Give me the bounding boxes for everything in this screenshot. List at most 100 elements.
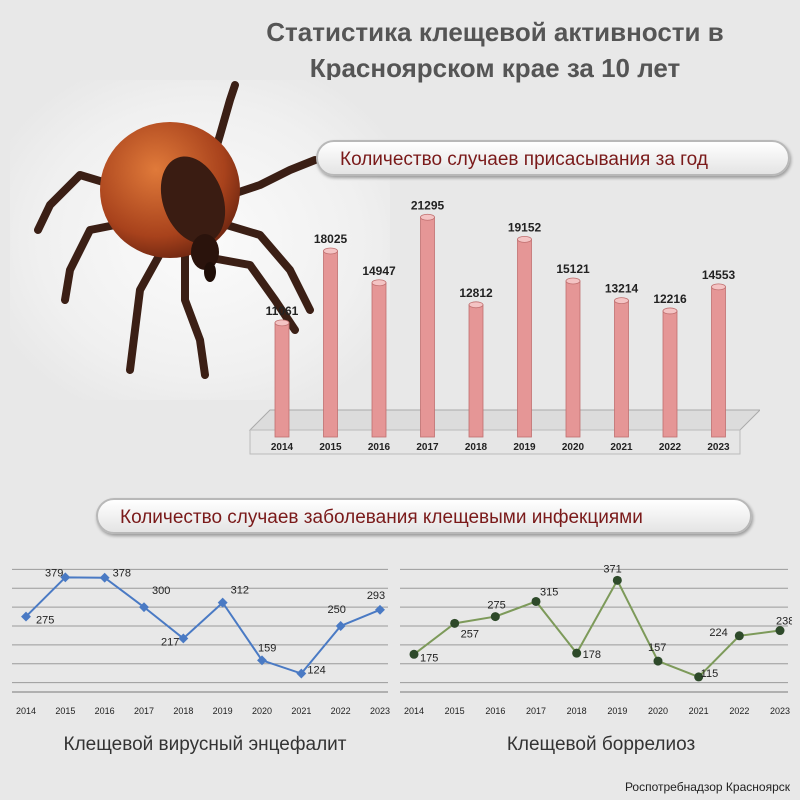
year-label: 2023 bbox=[770, 706, 790, 716]
bar-top-2019 bbox=[517, 235, 532, 243]
bar-year-label: 2015 bbox=[319, 442, 342, 453]
bar-year-label: 2020 bbox=[562, 442, 585, 453]
data-label: 378 bbox=[113, 568, 131, 580]
bar-top-2022 bbox=[662, 307, 678, 315]
bar-top-2017 bbox=[420, 213, 435, 221]
bar-year-label: 2022 bbox=[659, 442, 682, 453]
bar-2020 bbox=[565, 280, 581, 438]
year-label: 2017 bbox=[526, 706, 546, 716]
data-label: 275 bbox=[36, 615, 54, 627]
data-label: 178 bbox=[583, 649, 601, 661]
bar-2016 bbox=[371, 282, 387, 438]
data-label: 315 bbox=[540, 586, 558, 598]
bar-value-label: 19152 bbox=[508, 220, 542, 234]
borreliosis-chart-title: Клещевой боррелиоз bbox=[506, 734, 696, 755]
data-point bbox=[257, 655, 267, 666]
bar-2014 bbox=[274, 322, 290, 438]
bar-2022 bbox=[662, 310, 678, 438]
data-point bbox=[653, 656, 663, 666]
data-label: 250 bbox=[327, 604, 345, 616]
data-label: 115 bbox=[701, 668, 719, 680]
year-label: 2019 bbox=[607, 706, 627, 716]
data-point bbox=[612, 575, 622, 585]
data-point bbox=[450, 618, 460, 628]
year-label: 2020 bbox=[648, 706, 668, 716]
year-label: 2022 bbox=[331, 706, 351, 716]
bar-2019 bbox=[517, 238, 532, 438]
bar-value-label: 11061 bbox=[266, 304, 299, 318]
data-label: 238 bbox=[776, 616, 792, 628]
year-label: 2018 bbox=[173, 706, 193, 716]
bar-2015 bbox=[323, 250, 338, 438]
bar-year-label: 2014 bbox=[271, 442, 294, 453]
bar-top-2014 bbox=[274, 319, 290, 327]
data-point bbox=[734, 631, 744, 641]
data-label: 371 bbox=[603, 563, 621, 575]
bar-year-label: 2018 bbox=[465, 442, 488, 453]
bar-top-2016 bbox=[371, 279, 387, 287]
data-label: 379 bbox=[45, 567, 63, 579]
data-point bbox=[490, 612, 500, 622]
year-label: 2018 bbox=[567, 706, 587, 716]
year-label: 2022 bbox=[729, 706, 749, 716]
year-label: 2014 bbox=[16, 706, 36, 716]
bar-value-label: 18025 bbox=[314, 232, 348, 246]
series-line bbox=[25, 576, 381, 675]
data-point bbox=[775, 626, 785, 636]
bar-year-label: 2019 bbox=[513, 442, 536, 453]
data-label: 312 bbox=[231, 585, 249, 597]
bar-top-2015 bbox=[323, 247, 338, 255]
data-label: 175 bbox=[420, 652, 438, 664]
bar-2018 bbox=[468, 304, 484, 438]
data-label: 159 bbox=[258, 642, 276, 654]
bar-value-label: 21295 bbox=[411, 198, 445, 212]
bar-year-label: 2021 bbox=[610, 442, 633, 453]
data-label: 300 bbox=[152, 585, 170, 597]
year-label: 2020 bbox=[252, 706, 272, 716]
bar-2023 bbox=[711, 286, 726, 438]
bar-value-label: 15121 bbox=[556, 262, 590, 276]
data-point bbox=[335, 621, 346, 631]
year-label: 2021 bbox=[689, 706, 709, 716]
series-line bbox=[413, 578, 781, 679]
bar-value-label: 12812 bbox=[459, 286, 493, 300]
data-point bbox=[572, 648, 582, 658]
encephalitis-line-chart: 275 2014 379 2015 378 2016 300 2017 217 2018 312 20… bbox=[12, 567, 390, 716]
year-label: 2015 bbox=[445, 706, 465, 716]
data-point bbox=[60, 572, 71, 583]
bar-top-2018 bbox=[468, 301, 484, 309]
bar-year-label: 2017 bbox=[416, 442, 439, 453]
year-label: 2015 bbox=[55, 706, 75, 716]
bar-top-2021 bbox=[614, 297, 629, 305]
bar-year-label: 2023 bbox=[707, 442, 730, 453]
source-note: Роспотребнадзор Красноярск bbox=[624, 780, 790, 794]
data-label: 293 bbox=[367, 590, 385, 602]
data-point bbox=[531, 596, 541, 606]
data-label: 257 bbox=[461, 628, 479, 640]
data-label: 124 bbox=[307, 665, 325, 677]
data-point bbox=[694, 672, 704, 682]
bites-bar-chart: 11061 2014 18025 2015 14947 2016 21295 2017 1281… bbox=[248, 198, 760, 455]
year-label: 2023 bbox=[370, 706, 390, 716]
data-label: 275 bbox=[487, 600, 505, 612]
year-label: 2016 bbox=[95, 706, 115, 716]
tick-icon bbox=[10, 80, 390, 400]
bar-value-label: 14947 bbox=[362, 264, 396, 278]
data-point bbox=[99, 572, 110, 583]
year-label: 2021 bbox=[291, 706, 311, 716]
data-label: 217 bbox=[161, 636, 179, 648]
year-label: 2016 bbox=[485, 706, 505, 716]
borreliosis-line-chart: 175 2014 257 2015 275 2016 315 2017 178 2018 371 20… bbox=[400, 563, 792, 716]
bar-2017 bbox=[420, 216, 435, 438]
bar-top-2020 bbox=[565, 277, 581, 285]
bar-value-label: 14553 bbox=[702, 268, 736, 282]
bites-chart-title: Количество случаев присасывания за год bbox=[316, 140, 790, 176]
page-title: Статистика клещевой активности в Красноя… bbox=[266, 17, 724, 83]
year-label: 2017 bbox=[134, 706, 154, 716]
year-label: 2014 bbox=[404, 706, 424, 716]
encephalitis-chart-title: Клещевой вирусный энцефалит bbox=[63, 734, 347, 755]
bar-value-label: 12216 bbox=[653, 292, 687, 306]
bar-value-label: 13214 bbox=[605, 282, 639, 296]
data-point bbox=[375, 604, 385, 615]
bar-2021 bbox=[614, 300, 629, 438]
